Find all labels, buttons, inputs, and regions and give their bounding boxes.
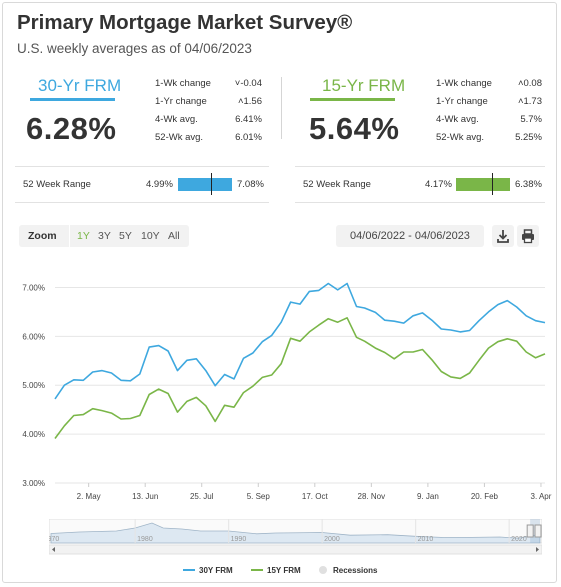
stat-value: 6.41% xyxy=(235,114,262,125)
y-tick-label: 7.00% xyxy=(22,283,45,292)
print-button[interactable] xyxy=(517,225,539,247)
range-row-15yr: 52 Week Range 4.17% 6.38% xyxy=(295,166,545,203)
page-subtitle: U.S. weekly averages as of 04/06/2023 xyxy=(17,41,252,56)
chevron-up-icon: ˄ xyxy=(517,96,524,107)
x-tick-label: 9. Jan xyxy=(417,492,439,501)
stat-label: 1-Wk change xyxy=(436,78,492,89)
download-button[interactable] xyxy=(492,225,514,247)
scroll-right-icon[interactable] xyxy=(536,547,539,552)
chevron-down-icon: ˅ xyxy=(234,78,241,89)
rate-underline-15yr xyxy=(310,98,395,101)
range-row-30yr: 52 Week Range 4.99% 7.08% xyxy=(15,166,269,203)
navigator-year-label: 1980 xyxy=(137,536,153,543)
rate-underline-30yr xyxy=(30,98,115,101)
rates-line-chart[interactable]: 3.00% 4.00% 5.00% 6.00% 7.00% 2. May 13. Jun 25… xyxy=(3,253,556,515)
navigator-year-label: 2020 xyxy=(511,536,527,543)
date-range-picker[interactable]: 04/06/2022 - 04/06/2023 xyxy=(336,225,484,247)
print-icon xyxy=(522,229,534,244)
page-title: Primary Mortgage Market Survey® xyxy=(17,11,353,34)
legend-label[interactable]: 15Y FRM xyxy=(267,566,301,575)
navigator-scrollbar[interactable] xyxy=(49,544,542,555)
stat-value: 6.01% xyxy=(235,132,262,143)
x-tick-label: 13. Jun xyxy=(132,492,158,501)
legend-label[interactable]: Recessions xyxy=(333,566,378,575)
zoom-option-1y[interactable]: 1Y xyxy=(77,230,90,242)
range-low: 4.99% xyxy=(146,179,173,190)
stat-label: 1-Yr change xyxy=(436,96,488,107)
stat-label: 4-Wk avg. xyxy=(436,114,479,125)
x-tick-label: 3. Apr xyxy=(531,492,552,501)
range-low: 4.17% xyxy=(425,179,452,190)
zoom-selector: Zoom 1Y 3Y 5Y 10Y All xyxy=(19,225,189,247)
stat-value: ˄1.56 xyxy=(237,96,262,107)
download-icon xyxy=(497,230,509,243)
stat-label: 52-Wk avg. xyxy=(436,132,485,143)
x-tick-label: 2. May xyxy=(77,492,101,501)
scroll-left-icon[interactable] xyxy=(52,547,55,552)
stat-value: ˅-0.04 xyxy=(234,78,262,89)
range-label: 52 Week Range xyxy=(23,179,91,190)
mortgage-survey-card: Primary Mortgage Market Survey® U.S. wee… xyxy=(2,2,557,583)
stat-value: ˄0.08 xyxy=(517,78,542,89)
stat-label: 1-Yr change xyxy=(155,96,207,107)
range-marker-15yr xyxy=(491,173,493,195)
series-line-30y[interactable] xyxy=(54,282,546,400)
legend-label[interactable]: 30Y FRM xyxy=(199,566,233,575)
rate-name-30yr: 30-Yr FRM xyxy=(38,76,122,95)
navigator-series xyxy=(50,522,541,544)
range-navigator[interactable]: 1970 1980 1990 2000 2010 2020 xyxy=(49,519,542,557)
stat-label: 1-Wk change xyxy=(155,78,211,89)
stat-value: ˄1.73 xyxy=(517,96,542,107)
stat-label: 52-Wk avg. xyxy=(155,132,204,143)
stat-label: 4-Wk avg. xyxy=(155,114,198,125)
series-line-15y[interactable] xyxy=(54,317,546,439)
chevron-up-icon: ˄ xyxy=(237,96,244,107)
x-tick-label: 20. Feb xyxy=(471,492,499,501)
navigator-year-label: 2010 xyxy=(418,536,434,543)
navigator-handle[interactable] xyxy=(526,524,534,538)
navigator-handle[interactable] xyxy=(534,524,542,538)
stat-value: 5.25% xyxy=(515,132,542,143)
y-tick-label: 5.00% xyxy=(22,381,45,390)
range-high: 7.08% xyxy=(237,179,264,190)
zoom-option-5y[interactable]: 5Y xyxy=(119,230,132,242)
x-tick-label: 25. Jul xyxy=(190,492,214,501)
rate-value-15yr: 5.64% xyxy=(309,111,400,146)
range-high: 6.38% xyxy=(515,179,542,190)
chart-legend: 30Y FRM 15Y FRM Recessions xyxy=(183,566,378,575)
navigator-year-label: 2000 xyxy=(324,536,340,543)
zoom-option-all[interactable]: All xyxy=(168,230,180,242)
chevron-up-icon: ˄ xyxy=(517,78,524,89)
rate-value-30yr: 6.28% xyxy=(26,111,117,146)
stat-value: 5.7% xyxy=(520,114,542,125)
zoom-separator xyxy=(69,225,70,247)
zoom-label: Zoom xyxy=(28,230,57,242)
range-bar-30yr xyxy=(178,178,232,191)
navigator-year-label: 1990 xyxy=(231,536,247,543)
rate-name-15yr: 15-Yr FRM xyxy=(322,76,406,95)
y-tick-label: 3.00% xyxy=(22,479,45,488)
zoom-option-10y[interactable]: 10Y xyxy=(141,230,160,242)
x-tick-label: 28. Nov xyxy=(358,492,386,501)
panel-divider xyxy=(281,77,282,139)
y-tick-label: 4.00% xyxy=(22,430,45,439)
x-tick-label: 17. Oct xyxy=(302,492,329,501)
range-label: 52 Week Range xyxy=(303,179,371,190)
x-tick-label: 5. Sep xyxy=(247,492,271,501)
range-bar-15yr xyxy=(456,178,510,191)
zoom-option-3y[interactable]: 3Y xyxy=(98,230,111,242)
legend-swatch xyxy=(319,566,327,574)
y-tick-label: 6.00% xyxy=(22,332,45,341)
navigator-year-label: 1970 xyxy=(49,536,59,543)
range-marker-30yr xyxy=(211,173,213,195)
